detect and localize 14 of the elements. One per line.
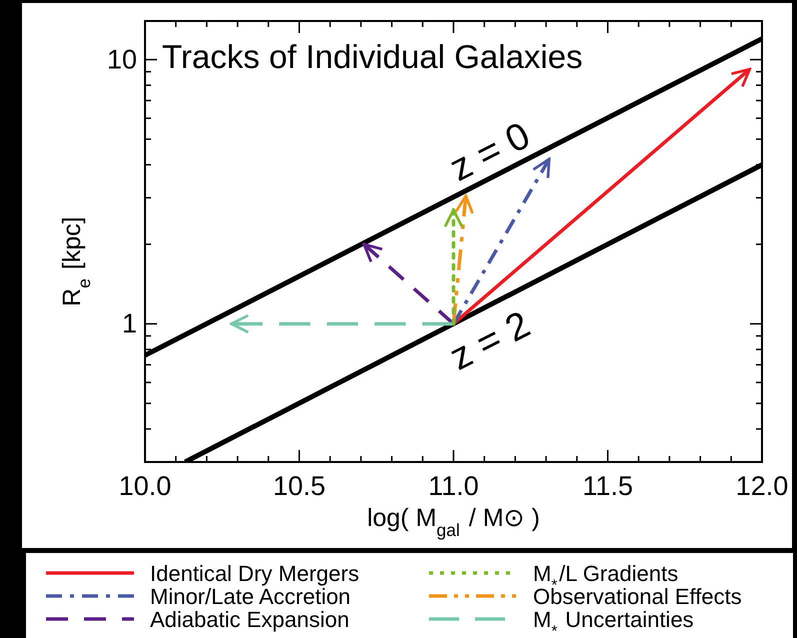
x-axis-title: log( M$_{gal}$ / M⊙ ) [367,504,540,540]
y-tick-label: 10 [106,44,137,74]
legend-label: Identical Dry Mergers [150,561,360,586]
x-tick-label: 10.5 [272,471,326,502]
annotation: z = 0 [443,114,537,190]
legend-label: Adiabatic Expansion [150,607,350,632]
x-tick-label: 10.0 [118,471,172,502]
x-tick-label: 11.5 [582,471,634,502]
y-tick-label: 1 [122,308,137,338]
legend-label: M$_{*}$ Uncertainties [533,607,694,638]
text: Tracks of Individual Galaxies [162,38,583,75]
annotation: z = 2 [443,304,537,379]
x-tick-label: 12.0 [736,471,788,502]
x-tick-label: 11.0 [428,471,479,502]
